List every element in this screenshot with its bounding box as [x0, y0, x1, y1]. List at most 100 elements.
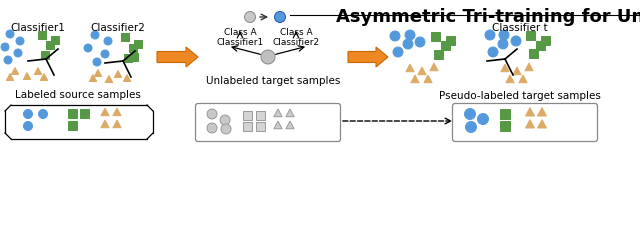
- Polygon shape: [101, 109, 109, 116]
- Circle shape: [499, 31, 509, 41]
- Bar: [243, 111, 252, 120]
- Circle shape: [415, 38, 425, 48]
- Text: Class A: Class A: [224, 28, 256, 37]
- Bar: [243, 122, 252, 131]
- Bar: [38, 32, 46, 40]
- Bar: [51, 37, 59, 45]
- Circle shape: [4, 57, 12, 65]
- Circle shape: [14, 50, 22, 58]
- Polygon shape: [113, 121, 121, 128]
- Bar: [431, 32, 440, 41]
- Circle shape: [93, 59, 101, 67]
- Circle shape: [207, 123, 217, 133]
- Bar: [79, 109, 88, 118]
- Circle shape: [1, 44, 9, 52]
- Polygon shape: [525, 64, 533, 72]
- Polygon shape: [105, 76, 113, 83]
- Circle shape: [16, 38, 24, 46]
- Bar: [440, 41, 449, 50]
- Circle shape: [38, 110, 47, 119]
- Polygon shape: [274, 121, 282, 129]
- Circle shape: [261, 51, 275, 65]
- Text: Asymmetric Tri-training for Un: Asymmetric Tri-training for Un: [336, 8, 640, 26]
- Polygon shape: [286, 121, 294, 129]
- FancyBboxPatch shape: [195, 104, 340, 142]
- Text: Classifier1: Classifier1: [11, 23, 65, 33]
- Polygon shape: [406, 65, 414, 72]
- Polygon shape: [418, 68, 426, 75]
- Circle shape: [24, 122, 33, 131]
- Text: Unlabeled target samples: Unlabeled target samples: [206, 76, 340, 86]
- Circle shape: [393, 48, 403, 58]
- Bar: [541, 36, 550, 45]
- Bar: [67, 121, 77, 130]
- Circle shape: [488, 48, 498, 58]
- Circle shape: [91, 32, 99, 40]
- Polygon shape: [23, 73, 31, 80]
- Text: Pseudo-labeled target samples: Pseudo-labeled target samples: [439, 91, 601, 101]
- Circle shape: [101, 51, 109, 59]
- Circle shape: [465, 109, 476, 120]
- Polygon shape: [35, 68, 42, 75]
- Polygon shape: [101, 121, 109, 128]
- Circle shape: [403, 40, 413, 50]
- Polygon shape: [506, 76, 514, 83]
- Polygon shape: [411, 76, 419, 83]
- Bar: [67, 109, 77, 118]
- Bar: [41, 52, 49, 60]
- Bar: [536, 41, 545, 50]
- Bar: [500, 121, 510, 131]
- Circle shape: [221, 124, 231, 134]
- Polygon shape: [274, 110, 282, 117]
- Polygon shape: [424, 76, 432, 83]
- Bar: [255, 111, 264, 120]
- Circle shape: [244, 12, 255, 23]
- Text: Classifier2: Classifier2: [273, 38, 319, 47]
- Text: Labeled source samples: Labeled source samples: [15, 90, 141, 100]
- Bar: [130, 54, 138, 62]
- Bar: [255, 122, 264, 131]
- Circle shape: [498, 40, 508, 50]
- Text: Classifier t: Classifier t: [492, 23, 548, 33]
- Polygon shape: [89, 75, 97, 82]
- Bar: [129, 45, 137, 53]
- Text: Class A: Class A: [280, 28, 312, 37]
- Circle shape: [207, 109, 217, 119]
- Bar: [525, 31, 534, 40]
- Polygon shape: [501, 65, 509, 72]
- Circle shape: [220, 116, 230, 126]
- Bar: [124, 55, 132, 63]
- Circle shape: [390, 32, 400, 42]
- Polygon shape: [538, 120, 547, 128]
- Text: Classifier1: Classifier1: [216, 38, 264, 47]
- Circle shape: [465, 122, 477, 133]
- Bar: [46, 42, 54, 50]
- Bar: [445, 36, 454, 45]
- Polygon shape: [124, 75, 131, 82]
- Polygon shape: [519, 76, 527, 83]
- Circle shape: [24, 110, 33, 119]
- Circle shape: [84, 45, 92, 53]
- Polygon shape: [348, 48, 388, 68]
- Polygon shape: [525, 108, 534, 116]
- Polygon shape: [430, 64, 438, 72]
- Polygon shape: [113, 109, 121, 116]
- Circle shape: [6, 31, 14, 39]
- Circle shape: [104, 38, 112, 46]
- Polygon shape: [513, 68, 521, 75]
- Bar: [433, 50, 442, 59]
- Bar: [134, 41, 142, 49]
- Polygon shape: [286, 110, 294, 117]
- Bar: [121, 34, 129, 42]
- Circle shape: [275, 12, 285, 23]
- Circle shape: [405, 31, 415, 41]
- Circle shape: [485, 31, 495, 41]
- FancyBboxPatch shape: [452, 104, 598, 142]
- Bar: [529, 49, 538, 58]
- Polygon shape: [94, 70, 102, 77]
- Bar: [500, 109, 510, 119]
- Circle shape: [477, 114, 488, 125]
- Polygon shape: [115, 71, 122, 78]
- Polygon shape: [12, 68, 19, 75]
- Polygon shape: [157, 48, 198, 68]
